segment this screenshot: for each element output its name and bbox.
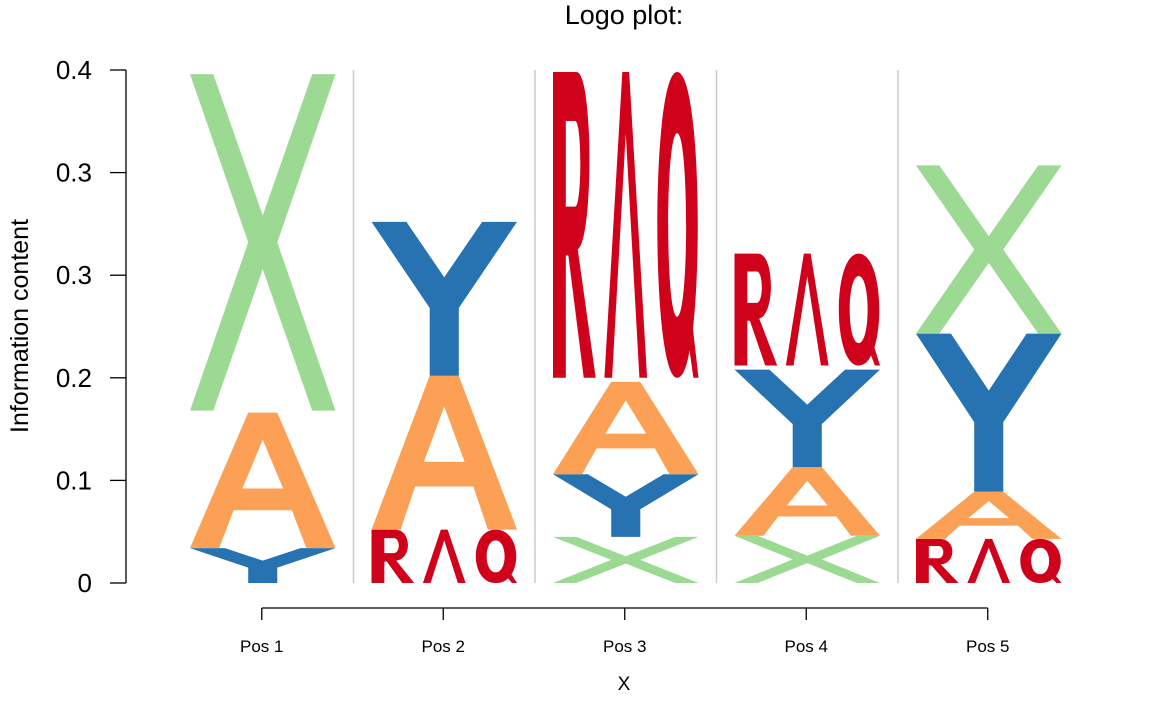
x-axis-label: X xyxy=(618,674,631,695)
letter-x xyxy=(916,165,1062,334)
letter-q xyxy=(657,72,699,378)
y-tick-label: 0.3 xyxy=(56,158,92,188)
letter-y xyxy=(734,369,880,468)
letter-r xyxy=(734,253,778,366)
letter-raq xyxy=(553,72,699,378)
y-tick-label: 0.3 xyxy=(56,260,92,290)
y-tick-label: 0.4 xyxy=(56,55,92,85)
letter-a xyxy=(553,381,699,475)
y-axis-label: Information content xyxy=(6,219,34,433)
x-tick-label: Pos 5 xyxy=(966,637,1009,656)
y-tick-label: 0 xyxy=(78,568,92,598)
letter-q xyxy=(475,529,517,583)
y-tick-label: 0.1 xyxy=(56,465,92,495)
letter-inverted-v xyxy=(785,253,829,366)
letter-a xyxy=(190,412,336,549)
letter-a xyxy=(734,467,880,536)
letter-y xyxy=(190,548,336,583)
position-separators xyxy=(352,70,899,583)
letter-r xyxy=(916,538,959,583)
letter-raq xyxy=(916,538,1062,583)
letter-a xyxy=(916,491,1062,539)
letter-x xyxy=(734,535,880,583)
letter-r xyxy=(553,72,596,378)
x-tick-label: Pos 4 xyxy=(785,637,828,656)
chart-title: Logo plot: xyxy=(565,0,684,30)
y-tick-label: 0.2 xyxy=(56,363,92,393)
letter-inverted-v xyxy=(422,529,466,583)
x-tick-label: Pos 3 xyxy=(603,637,646,656)
letter-inverted-v xyxy=(967,538,1011,583)
y-axis: 0 0.1 0.2 0.3 0.3 0.4 xyxy=(56,55,127,598)
x-axis: Pos 1 Pos 2 Pos 3 Pos 4 Pos 5 xyxy=(240,607,1009,656)
letter-q xyxy=(1020,538,1062,583)
letter-y xyxy=(916,333,1062,492)
letter-r xyxy=(371,529,415,583)
letter-y xyxy=(553,474,699,537)
letter-q xyxy=(838,253,880,366)
letter-raq xyxy=(734,253,880,366)
letter-a xyxy=(371,375,517,530)
letter-y xyxy=(371,221,517,376)
letter-raq xyxy=(371,529,517,583)
letter-x xyxy=(553,536,699,583)
logo-glyphs xyxy=(190,72,1062,583)
x-tick-label: Pos 2 xyxy=(422,637,465,656)
letter-x xyxy=(190,74,336,411)
letter-inverted-v xyxy=(604,72,648,378)
x-tick-label: Pos 1 xyxy=(240,637,283,656)
